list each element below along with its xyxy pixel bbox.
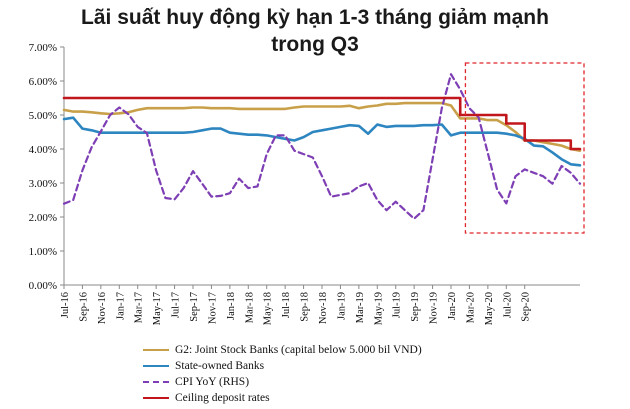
legend-swatch bbox=[143, 349, 169, 351]
x-tick-label: Nov-18 bbox=[318, 292, 329, 324]
x-tick-label: May-18 bbox=[263, 292, 274, 325]
x-tick-label: Jul-16 bbox=[60, 292, 71, 318]
y-tick-label: 6.00% bbox=[29, 76, 57, 88]
x-tick-label: Sep-17 bbox=[189, 292, 200, 322]
legend-label: Ceiling deposit rates bbox=[175, 392, 270, 404]
highlight-box bbox=[464, 62, 585, 234]
x-tick-label: Jan-19 bbox=[336, 292, 347, 320]
legend-item: Ceiling deposit rates bbox=[143, 390, 422, 406]
chart-legend: G2: Joint Stock Banks (capital below 5.0… bbox=[143, 342, 422, 406]
x-tick-label: May-20 bbox=[484, 292, 495, 325]
x-tick-label: Sep-16 bbox=[78, 292, 89, 322]
legend-label: CPI YoY (RHS) bbox=[175, 376, 250, 388]
series-line-3 bbox=[62, 96, 582, 151]
legend-swatch bbox=[143, 365, 169, 367]
x-tick-label: Sep-20 bbox=[521, 292, 532, 322]
legend-label: State-owned Banks bbox=[175, 360, 265, 372]
x-tick-label: Jan-17 bbox=[115, 292, 126, 320]
y-tick-label: 2.00% bbox=[29, 212, 57, 224]
x-tick-label: Jul-19 bbox=[392, 292, 403, 318]
x-tick-label: Mar-17 bbox=[134, 292, 145, 323]
y-tick-label: 7.00% bbox=[29, 42, 57, 54]
x-tick-label: Jan-20 bbox=[447, 292, 458, 320]
x-tick-label: Jan-18 bbox=[226, 292, 237, 320]
x-tick-label: Nov-17 bbox=[207, 292, 218, 324]
chart-title-line-2: trong Q3 bbox=[271, 33, 359, 56]
y-tick-label: 5.00% bbox=[29, 110, 57, 122]
series-line-1 bbox=[62, 116, 582, 167]
x-tick-label: Nov-16 bbox=[97, 292, 108, 324]
legend-label: G2: Joint Stock Banks (capital below 5.0… bbox=[175, 344, 422, 356]
y-tick-label: 1.00% bbox=[29, 246, 57, 258]
y-tick-label: 0.00% bbox=[29, 280, 57, 292]
x-tick-label: Jul-20 bbox=[502, 292, 513, 318]
x-tick-label: Mar-18 bbox=[244, 292, 255, 323]
legend-item: G2: Joint Stock Banks (capital below 5.0… bbox=[143, 342, 422, 358]
y-tick-label: 3.00% bbox=[29, 178, 57, 190]
x-tick-label: Jul-17 bbox=[171, 292, 182, 318]
x-tick-label: May-17 bbox=[152, 292, 163, 325]
x-tick-label: Sep-19 bbox=[410, 292, 421, 322]
y-tick-label: 4.00% bbox=[29, 144, 57, 156]
x-tick-label: Sep-18 bbox=[300, 292, 311, 322]
x-tick-label: Jul-18 bbox=[281, 292, 292, 318]
x-tick-label: Nov-19 bbox=[429, 292, 440, 324]
legend-item: CPI YoY (RHS) bbox=[143, 374, 422, 390]
legend-swatch bbox=[143, 397, 169, 399]
legend-item: State-owned Banks bbox=[143, 358, 422, 374]
legend-swatch bbox=[143, 381, 169, 383]
series-line-2 bbox=[62, 73, 582, 220]
x-tick-label: May-19 bbox=[373, 292, 384, 325]
x-tick-label: Mar-20 bbox=[465, 292, 476, 323]
x-tick-label: Mar-19 bbox=[355, 292, 366, 323]
chart-title-line-1: Lãi suất huy động kỳ hạn 1-3 tháng giảm … bbox=[81, 6, 549, 29]
series-line-0 bbox=[62, 101, 582, 152]
chart-title: Lãi suất huy động kỳ hạn 1-3 tháng giảm … bbox=[0, 4, 630, 58]
